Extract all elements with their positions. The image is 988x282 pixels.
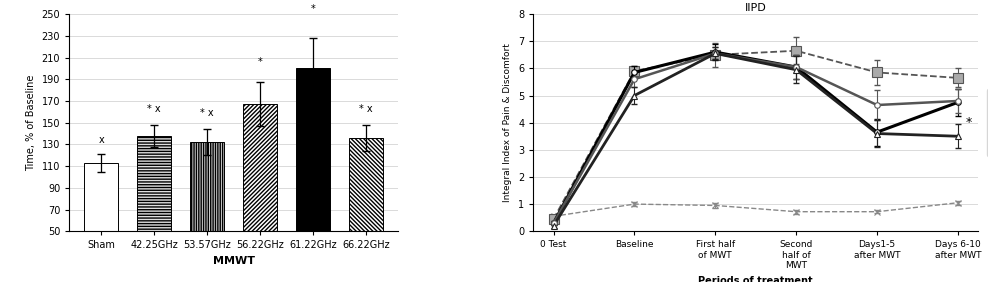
Bar <box>243 104 278 282</box>
Text: *: * <box>258 57 263 67</box>
Y-axis label: Time, % of Baseline: Time, % of Baseline <box>26 74 36 171</box>
X-axis label: Periods of treatment: Periods of treatment <box>699 276 813 282</box>
Text: *: * <box>310 4 315 14</box>
Bar <box>190 142 224 282</box>
Text: * x: * x <box>201 108 214 118</box>
Bar <box>295 69 330 282</box>
Text: *: * <box>966 116 972 129</box>
Text: * x: * x <box>147 104 161 114</box>
X-axis label: MMWT: MMWT <box>212 256 255 266</box>
Y-axis label: Integral Index of Pain & Discomfort: Integral Index of Pain & Discomfort <box>504 43 513 202</box>
Bar <box>84 163 119 282</box>
Text: x: x <box>99 135 104 146</box>
Title: IIPD: IIPD <box>745 3 767 13</box>
Bar <box>349 138 383 282</box>
Text: * x: * x <box>359 104 372 114</box>
Bar <box>137 136 171 282</box>
Legend: - -x- - Cage Control, □  CCI + ShMWT, CCI + MWT 61GHz, CCI + MWT 53GHz, CCI + MW: - -x- - Cage Control, □ CCI + ShMWT, CCI… <box>987 89 988 156</box>
